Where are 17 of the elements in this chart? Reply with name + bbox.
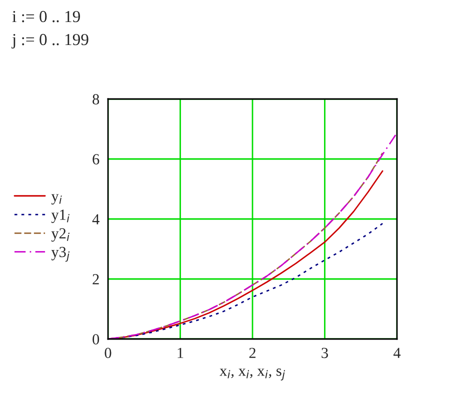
y-tick-label: 6 [92, 154, 100, 164]
x-tick-label: 4 [393, 348, 401, 358]
text: i := 0 .. 19 [12, 10, 80, 22]
x-tick-label: 0 [104, 348, 112, 358]
y-tick-label: 0 [92, 334, 100, 344]
y-tick-label: 2 [92, 274, 99, 284]
legend-label: y1$_{i}$ [51, 210, 70, 224]
y-tick-label: 4 [92, 214, 100, 224]
text: j := 0 .. 199 [12, 34, 88, 49]
legend-label: y3$_{j}$ [51, 246, 70, 262]
y-tick-label: 8 [92, 94, 100, 104]
legend-label: y$_{i}$ [51, 194, 62, 205]
legend-label: y2$_{i}$ [51, 228, 70, 242]
x-axis-title: x$_{i}$, x$_{i}$, x$_{i}$, s$_{j}$ [220, 368, 285, 380]
x-tick-label: 2 [249, 348, 256, 358]
x-tick-label: 1 [178, 348, 184, 358]
x-tick-label: 3 [322, 348, 328, 358]
